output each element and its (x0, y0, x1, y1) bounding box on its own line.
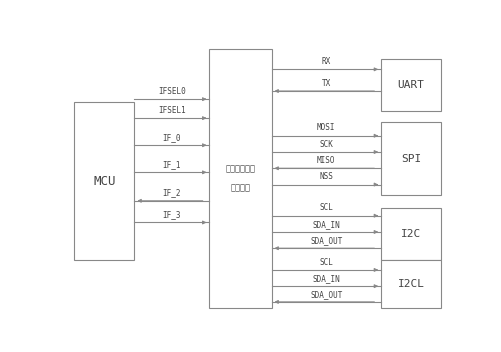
Bar (381, 58, 441, 111)
Text: IFSEL0: IFSEL0 (158, 87, 186, 96)
Text: I2C: I2C (401, 229, 421, 239)
Bar (74, 102, 134, 260)
Text: MISO: MISO (317, 156, 336, 165)
Text: SCL: SCL (319, 203, 333, 213)
Bar (381, 122, 441, 195)
Text: I2CL: I2CL (398, 279, 425, 289)
Text: RX: RX (322, 57, 331, 66)
Text: SPI: SPI (401, 154, 421, 164)
Text: IF_3: IF_3 (163, 210, 181, 219)
Text: SCK: SCK (319, 140, 333, 149)
Text: IF_2: IF_2 (163, 189, 181, 197)
Text: 传输协议接口: 传输协议接口 (225, 164, 256, 174)
Text: TX: TX (322, 79, 331, 88)
Text: NSS: NSS (319, 172, 333, 181)
Text: MCU: MCU (93, 175, 116, 188)
Text: 选择电路: 选择电路 (230, 183, 250, 193)
Text: MOSI: MOSI (317, 124, 336, 132)
Text: SDA_IN: SDA_IN (313, 274, 340, 283)
Text: IF_1: IF_1 (163, 160, 181, 169)
Bar (209, 49, 272, 308)
Text: SDA_OUT: SDA_OUT (310, 236, 343, 245)
Text: UART: UART (398, 80, 425, 90)
Text: IFSEL1: IFSEL1 (158, 106, 186, 115)
Text: IF_0: IF_0 (163, 133, 181, 142)
Text: SCL: SCL (319, 258, 333, 267)
Bar (381, 260, 441, 308)
Bar (381, 208, 441, 260)
Text: SDA_OUT: SDA_OUT (310, 290, 343, 298)
Text: SDA_IN: SDA_IN (313, 220, 340, 229)
